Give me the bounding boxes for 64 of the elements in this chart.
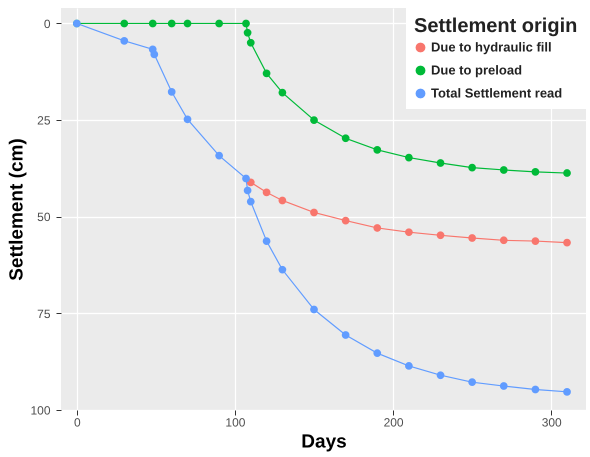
point bbox=[310, 306, 318, 314]
point bbox=[405, 362, 413, 370]
point bbox=[563, 169, 571, 177]
point bbox=[500, 166, 508, 174]
point bbox=[215, 20, 224, 28]
point bbox=[342, 331, 350, 339]
point bbox=[373, 146, 382, 154]
legend-label: Due to preload bbox=[431, 62, 522, 78]
point bbox=[246, 38, 255, 47]
y-tick-label: 75 bbox=[37, 306, 51, 321]
point bbox=[242, 174, 250, 182]
point bbox=[150, 50, 158, 58]
y-tick-label: 0 bbox=[44, 16, 51, 31]
x-tick-label: 300 bbox=[542, 416, 562, 430]
point bbox=[436, 159, 444, 167]
point bbox=[278, 196, 286, 204]
legend-label: Total Settlement read bbox=[431, 86, 562, 100]
point bbox=[373, 224, 382, 232]
point bbox=[468, 234, 476, 242]
point bbox=[436, 371, 444, 380]
point bbox=[242, 20, 250, 28]
point bbox=[262, 69, 270, 78]
point bbox=[120, 20, 128, 28]
legend-label: Due to hydraulic fill bbox=[431, 40, 552, 54]
point bbox=[148, 20, 157, 28]
x-tick-label: 200 bbox=[384, 416, 404, 430]
point bbox=[244, 186, 252, 194]
point bbox=[184, 115, 192, 124]
point bbox=[310, 208, 318, 216]
point bbox=[342, 216, 350, 224]
point bbox=[120, 36, 128, 45]
point bbox=[184, 20, 192, 28]
x-tick-label: 0 bbox=[74, 416, 81, 430]
point bbox=[262, 188, 270, 196]
point bbox=[262, 237, 270, 245]
point bbox=[468, 378, 476, 386]
point bbox=[342, 134, 350, 142]
point bbox=[436, 231, 444, 240]
y-tick-label: 25 bbox=[37, 114, 51, 128]
point bbox=[532, 237, 540, 245]
x-tick-label: 100 bbox=[225, 416, 246, 430]
point bbox=[244, 28, 252, 37]
point bbox=[168, 20, 176, 28]
point bbox=[246, 198, 255, 206]
y-axis-title: Settlement (cm) bbox=[6, 138, 28, 281]
point bbox=[278, 266, 286, 274]
point bbox=[500, 382, 508, 390]
point bbox=[405, 154, 413, 162]
y-tick-label: 50 bbox=[37, 210, 51, 224]
y-tick-label: 100 bbox=[30, 404, 51, 418]
point bbox=[405, 228, 413, 236]
point bbox=[500, 236, 508, 244]
point bbox=[563, 238, 571, 246]
point bbox=[278, 88, 286, 97]
point bbox=[310, 116, 318, 124]
x-axis-title: Days bbox=[301, 432, 347, 452]
legend-title: Settlement origin bbox=[414, 15, 578, 37]
point bbox=[373, 349, 382, 358]
point bbox=[532, 168, 540, 176]
point bbox=[215, 152, 224, 160]
point bbox=[168, 88, 176, 96]
point bbox=[468, 164, 476, 172]
point bbox=[532, 386, 540, 394]
point bbox=[563, 388, 571, 396]
